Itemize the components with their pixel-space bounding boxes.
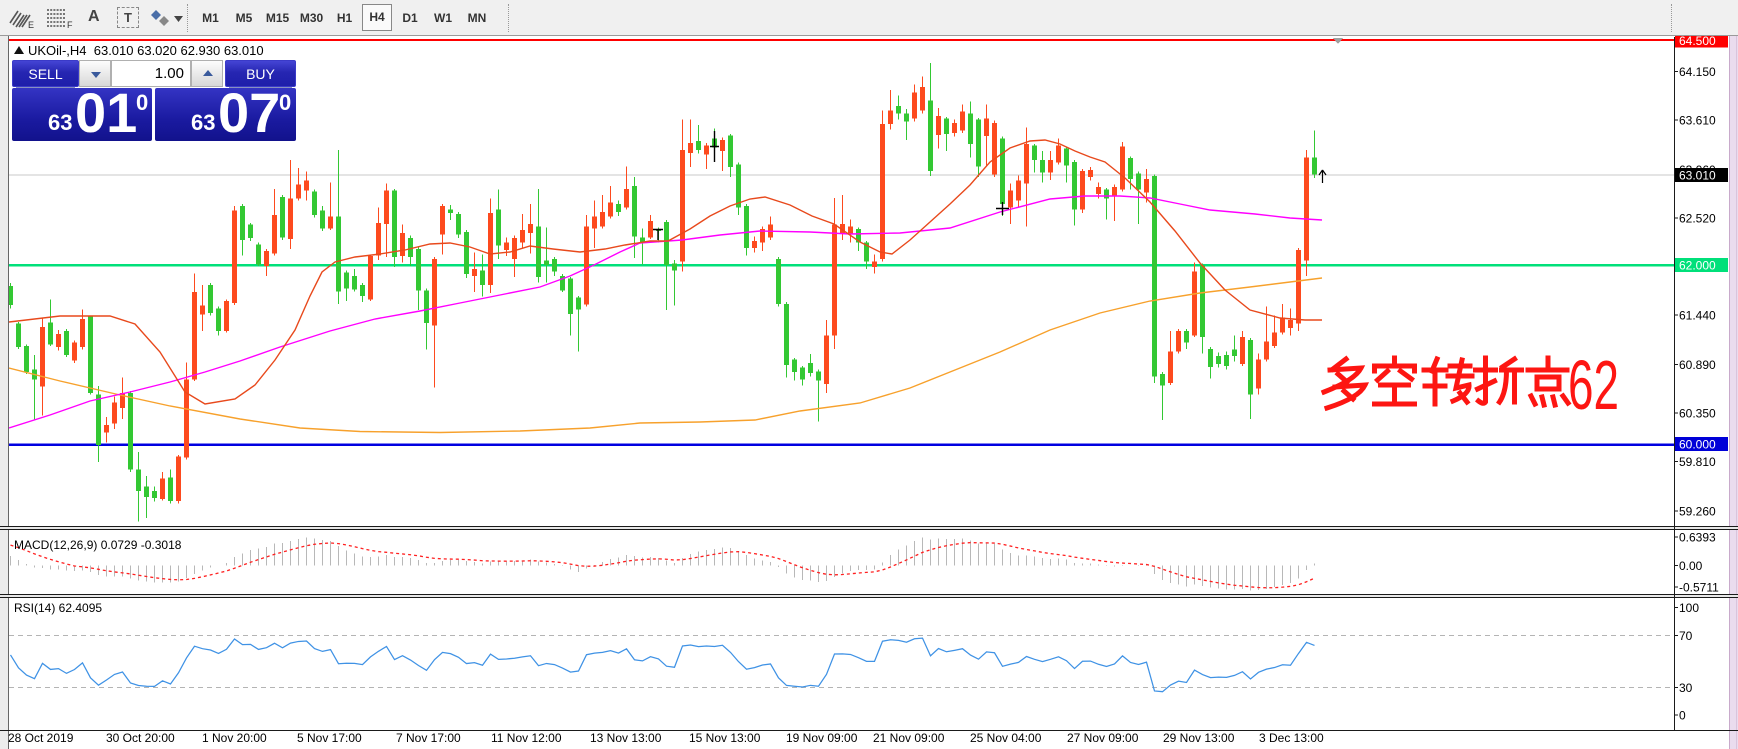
svg-text:0.6393: 0.6393 <box>1679 531 1716 545</box>
svg-text:30 Oct 20:00: 30 Oct 20:00 <box>106 731 175 745</box>
svg-text:3 Dec 13:00: 3 Dec 13:00 <box>1259 731 1324 745</box>
svg-text:1 Nov 20:00: 1 Nov 20:00 <box>202 731 267 745</box>
svg-text:27 Nov 09:00: 27 Nov 09:00 <box>1067 731 1139 745</box>
svg-text:60.890: 60.890 <box>1679 358 1716 372</box>
svg-text:62: 62 <box>1568 346 1619 424</box>
svg-text:64.150: 64.150 <box>1679 65 1716 79</box>
svg-text:0.00: 0.00 <box>1679 559 1703 573</box>
svg-text:62.520: 62.520 <box>1679 211 1716 225</box>
svg-text:11 Nov 12:00: 11 Nov 12:00 <box>491 731 562 745</box>
svg-text:25 Nov 04:00: 25 Nov 04:00 <box>970 731 1042 745</box>
svg-text:21 Nov 09:00: 21 Nov 09:00 <box>873 731 945 745</box>
svg-text:30: 30 <box>1679 681 1693 695</box>
svg-text:13 Nov 13:00: 13 Nov 13:00 <box>590 731 662 745</box>
svg-text:RSI(14) 62.4095: RSI(14) 62.4095 <box>14 601 102 615</box>
svg-text:59.810: 59.810 <box>1679 455 1716 469</box>
svg-text:5 Nov 17:00: 5 Nov 17:00 <box>297 731 362 745</box>
svg-text:F: F <box>67 20 73 29</box>
svg-text:63.610: 63.610 <box>1679 113 1716 127</box>
svg-text:0: 0 <box>1679 709 1686 723</box>
svg-text:7 Nov 17:00: 7 Nov 17:00 <box>396 731 461 745</box>
svg-text:15 Nov 13:00: 15 Nov 13:00 <box>689 731 761 745</box>
svg-text:70: 70 <box>1679 629 1693 643</box>
svg-text:60.350: 60.350 <box>1679 407 1716 421</box>
svg-text:-0.5711: -0.5711 <box>1679 581 1719 595</box>
svg-text:60.000: 60.000 <box>1679 438 1716 452</box>
svg-text:100: 100 <box>1679 601 1699 615</box>
svg-text:61.440: 61.440 <box>1679 309 1716 323</box>
svg-text:62.000: 62.000 <box>1679 259 1716 273</box>
svg-text:59.260: 59.260 <box>1679 505 1716 519</box>
svg-text:19 Nov 09:00: 19 Nov 09:00 <box>786 731 858 745</box>
svg-text:29 Nov 13:00: 29 Nov 13:00 <box>1163 731 1235 745</box>
svg-text:63.010: 63.010 <box>1679 169 1716 183</box>
svg-text:E: E <box>28 20 34 29</box>
svg-text:MACD(12,26,9) 0.0729 -0.3018: MACD(12,26,9) 0.0729 -0.3018 <box>14 538 182 552</box>
svg-text:64.500: 64.500 <box>1679 34 1716 48</box>
svg-text:28 Oct 2019: 28 Oct 2019 <box>8 731 74 745</box>
